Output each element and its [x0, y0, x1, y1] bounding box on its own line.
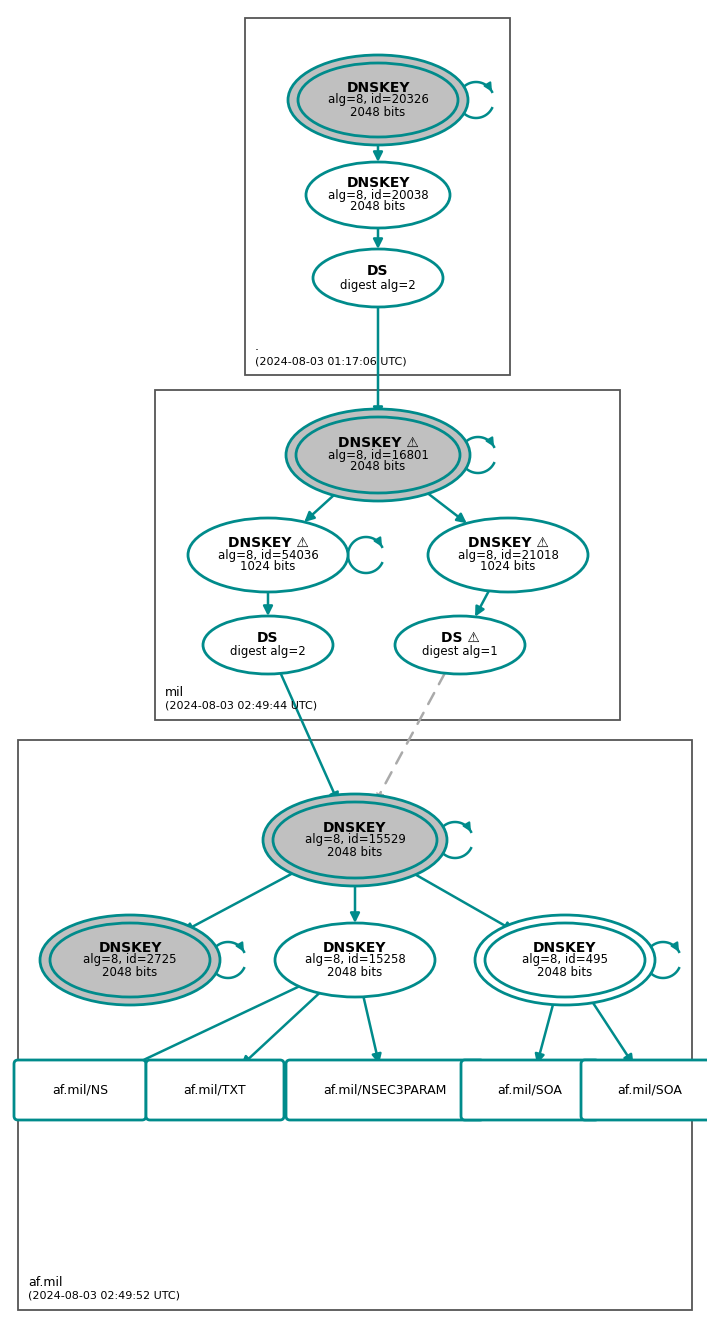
Text: DNSKEY ⚠: DNSKEY ⚠: [337, 435, 419, 450]
Ellipse shape: [263, 794, 447, 886]
FancyBboxPatch shape: [286, 1060, 484, 1120]
Text: alg=8, id=54036: alg=8, id=54036: [218, 548, 318, 562]
Ellipse shape: [273, 802, 437, 878]
Ellipse shape: [306, 163, 450, 228]
Text: DNSKEY: DNSKEY: [323, 941, 387, 956]
Ellipse shape: [296, 417, 460, 493]
Text: DNSKEY: DNSKEY: [346, 81, 410, 95]
Ellipse shape: [485, 923, 645, 997]
Ellipse shape: [50, 923, 210, 997]
Text: digest alg=1: digest alg=1: [422, 645, 498, 659]
Text: DNSKEY: DNSKEY: [533, 941, 597, 956]
Ellipse shape: [475, 915, 655, 1005]
Text: af.mil: af.mil: [28, 1275, 62, 1289]
Text: 2048 bits: 2048 bits: [327, 965, 382, 978]
Text: 2048 bits: 2048 bits: [351, 461, 406, 473]
Text: (2024-08-03 01:17:06 UTC): (2024-08-03 01:17:06 UTC): [255, 356, 407, 366]
Text: 2048 bits: 2048 bits: [537, 965, 592, 978]
Ellipse shape: [203, 616, 333, 673]
Text: 2048 bits: 2048 bits: [327, 845, 382, 859]
Text: (2024-08-03 02:49:52 UTC): (2024-08-03 02:49:52 UTC): [28, 1292, 180, 1301]
Text: mil: mil: [165, 685, 184, 699]
Text: .: .: [255, 340, 259, 353]
Ellipse shape: [298, 63, 458, 137]
Text: alg=8, id=2725: alg=8, id=2725: [83, 953, 177, 966]
Bar: [245, 17, 510, 375]
Text: alg=8, id=20038: alg=8, id=20038: [327, 188, 428, 202]
Ellipse shape: [288, 55, 468, 145]
FancyBboxPatch shape: [461, 1060, 599, 1120]
Text: alg=8, id=21018: alg=8, id=21018: [457, 548, 559, 562]
Text: alg=8, id=495: alg=8, id=495: [522, 953, 608, 966]
Text: DS ⚠: DS ⚠: [440, 630, 479, 645]
Ellipse shape: [286, 409, 470, 501]
Ellipse shape: [313, 249, 443, 306]
Text: DNSKEY: DNSKEY: [323, 821, 387, 835]
Text: digest alg=2: digest alg=2: [340, 278, 416, 292]
Text: (2024-08-03 02:49:44 UTC): (2024-08-03 02:49:44 UTC): [165, 702, 317, 711]
Text: af.mil/SOA: af.mil/SOA: [498, 1083, 563, 1097]
Bar: [18, 741, 692, 1310]
Text: alg=8, id=16801: alg=8, id=16801: [327, 449, 428, 461]
Text: alg=8, id=15258: alg=8, id=15258: [305, 953, 405, 966]
Text: DS: DS: [257, 630, 279, 645]
Text: DNSKEY ⚠: DNSKEY ⚠: [228, 536, 308, 550]
Text: alg=8, id=15529: alg=8, id=15529: [305, 833, 405, 847]
FancyBboxPatch shape: [14, 1060, 146, 1120]
Text: digest alg=2: digest alg=2: [230, 645, 306, 659]
Text: af.mil/NS: af.mil/NS: [52, 1083, 108, 1097]
Text: DS: DS: [367, 263, 389, 278]
Text: 2048 bits: 2048 bits: [103, 965, 158, 978]
Ellipse shape: [40, 915, 220, 1005]
FancyBboxPatch shape: [581, 1060, 707, 1120]
Ellipse shape: [395, 616, 525, 673]
FancyBboxPatch shape: [146, 1060, 284, 1120]
Text: 2048 bits: 2048 bits: [351, 200, 406, 214]
Ellipse shape: [275, 923, 435, 997]
Bar: [155, 390, 620, 720]
Ellipse shape: [188, 517, 348, 591]
Text: 1024 bits: 1024 bits: [240, 560, 296, 574]
Text: DNSKEY ⚠: DNSKEY ⚠: [467, 536, 549, 550]
Text: DNSKEY: DNSKEY: [98, 941, 162, 956]
Text: af.mil/NSEC3PARAM: af.mil/NSEC3PARAM: [323, 1083, 447, 1097]
Text: 1024 bits: 1024 bits: [480, 560, 536, 574]
Text: alg=8, id=20326: alg=8, id=20326: [327, 94, 428, 106]
Text: DNSKEY: DNSKEY: [346, 176, 410, 190]
Text: 2048 bits: 2048 bits: [351, 105, 406, 118]
Text: af.mil/TXT: af.mil/TXT: [184, 1083, 246, 1097]
Text: af.mil/SOA: af.mil/SOA: [617, 1083, 682, 1097]
Ellipse shape: [428, 517, 588, 591]
